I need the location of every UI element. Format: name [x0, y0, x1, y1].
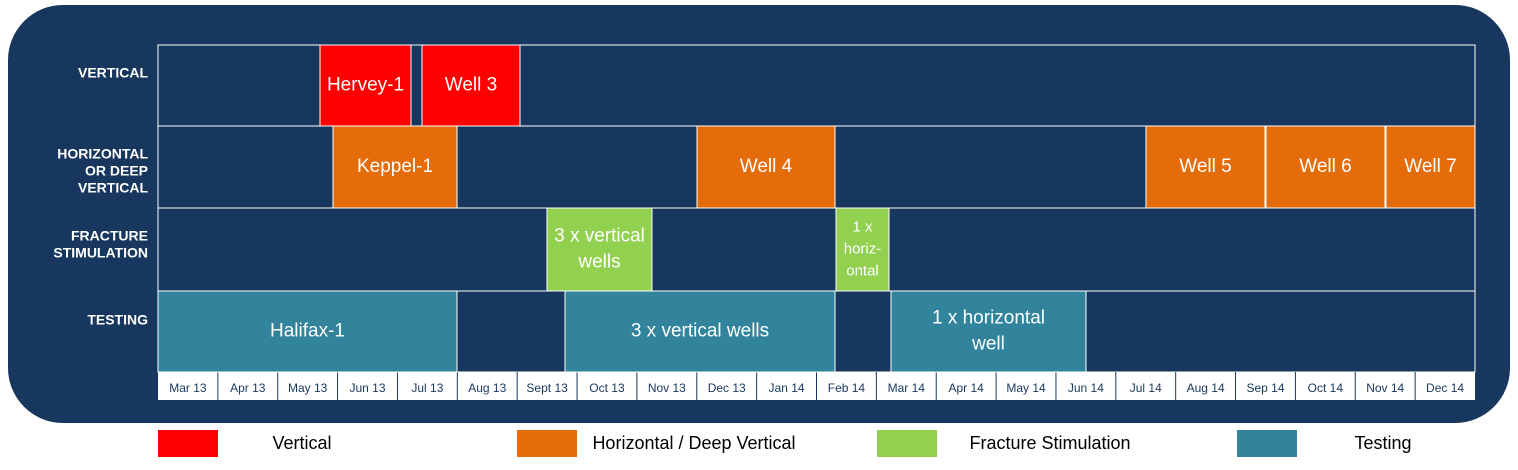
month-label: Nov 13	[648, 381, 686, 395]
month-label: Jun 13	[350, 381, 386, 395]
task-label: Well 3	[445, 75, 497, 96]
legend-label: Horizontal / Deep Vertical	[592, 433, 795, 453]
month-label: Aug 14	[1187, 381, 1225, 395]
month-label: Jul 14	[1130, 381, 1162, 395]
month-label: May 13	[288, 381, 328, 395]
task-label: horiz-	[844, 240, 882, 257]
legend-label: Testing	[1354, 433, 1411, 453]
month-label: Sep 14	[1246, 381, 1284, 395]
month-label: Oct 13	[589, 381, 625, 395]
task-label: Well 4	[740, 156, 793, 177]
task-bar	[696, 125, 836, 209]
task-bar	[564, 290, 836, 373]
task-label: 3 x vertical	[554, 226, 645, 247]
month-label: Feb 14	[828, 381, 866, 395]
month-label: Oct 14	[1308, 381, 1344, 395]
row-label: VERTICAL	[78, 65, 148, 81]
row-label: OR DEEP	[85, 163, 148, 179]
month-label: Nov 14	[1366, 381, 1404, 395]
task-label: Well 7	[1404, 156, 1456, 177]
task-label: wells	[577, 252, 620, 273]
task-bar	[157, 290, 458, 373]
task-bar	[546, 207, 653, 292]
row-label: VERTICAL	[78, 180, 148, 196]
task-bar	[319, 44, 412, 127]
task-label: 1 x	[852, 218, 873, 235]
task-label: ontal	[846, 262, 879, 279]
task-label: Keppel-1	[357, 156, 433, 177]
month-label: Apr 14	[948, 381, 984, 395]
month-label: Jan 14	[769, 381, 805, 395]
month-label: May 14	[1006, 381, 1046, 395]
task-bar	[890, 290, 1087, 373]
task-label: Well 6	[1299, 156, 1351, 177]
month-label: Aug 13	[468, 381, 506, 395]
month-label: Mar 14	[888, 381, 926, 395]
task-bar	[835, 207, 890, 292]
legend-swatch	[877, 430, 937, 457]
month-label: Apr 13	[230, 381, 266, 395]
month-label: Jul 13	[411, 381, 443, 395]
task-label: Hervey-1	[327, 75, 404, 96]
row-label: FRACTURE	[71, 228, 148, 244]
row-label: TESTING	[87, 312, 148, 328]
task-bar	[421, 44, 521, 127]
task-bar	[332, 125, 458, 209]
task-label: Well 5	[1179, 156, 1231, 177]
month-label: Jun 14	[1068, 381, 1104, 395]
month-label: Dec 13	[708, 381, 746, 395]
task-label: well	[971, 334, 1005, 355]
month-label: Mar 13	[169, 381, 207, 395]
task-bar	[1145, 125, 1266, 209]
month-label: Dec 14	[1426, 381, 1464, 395]
legend-swatch	[1237, 430, 1297, 457]
task-bar	[1265, 125, 1386, 209]
task-bar	[1385, 125, 1476, 209]
month-label: Sept 13	[526, 381, 568, 395]
task-label: 3 x vertical wells	[631, 321, 769, 342]
legend-swatch	[158, 430, 218, 457]
legend-swatch	[517, 430, 577, 457]
legend-label: Fracture Stimulation	[969, 433, 1130, 453]
row-label: HORIZONTAL	[57, 146, 148, 162]
row-label: STIMULATION	[53, 245, 148, 261]
task-label: Halifax-1	[270, 321, 345, 342]
legend-label: Vertical	[272, 433, 331, 453]
task-label: 1 x horizontal	[932, 308, 1045, 329]
